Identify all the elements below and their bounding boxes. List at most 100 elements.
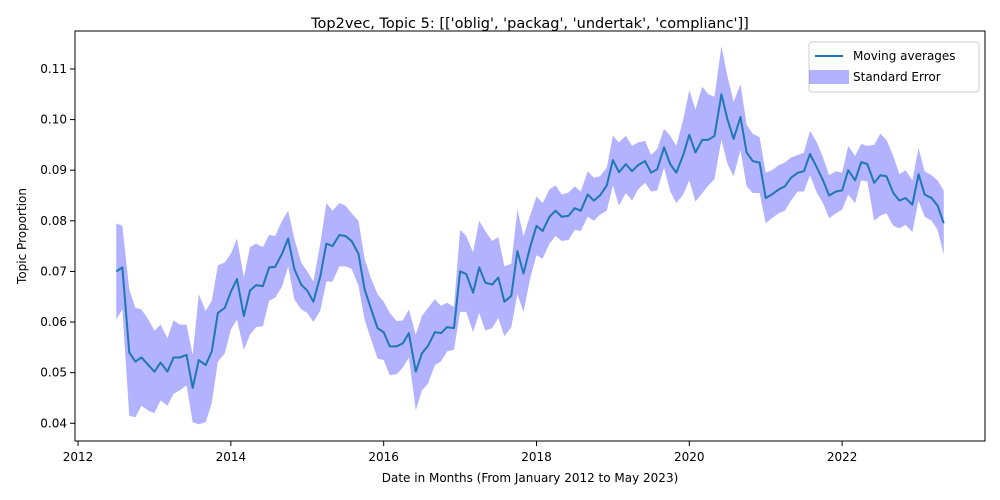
data-point bbox=[606, 184, 608, 186]
data-point bbox=[281, 253, 283, 255]
data-point bbox=[784, 185, 786, 187]
data-point bbox=[650, 172, 652, 174]
data-point bbox=[364, 288, 366, 290]
data-point bbox=[943, 222, 945, 224]
data-point bbox=[765, 197, 767, 199]
data-point bbox=[121, 266, 123, 268]
data-point bbox=[357, 253, 359, 255]
y-tick-label: 0.05 bbox=[40, 366, 67, 380]
y-axis-label: Topic Proportion bbox=[15, 188, 29, 285]
legend-label-standard-error: Standard Error bbox=[853, 70, 941, 84]
data-point bbox=[599, 195, 601, 197]
data-point bbox=[268, 266, 270, 268]
data-point bbox=[561, 216, 563, 218]
data-point bbox=[931, 197, 933, 199]
data-point bbox=[331, 245, 333, 247]
data-point bbox=[720, 93, 722, 95]
data-point bbox=[147, 364, 149, 366]
data-point bbox=[128, 351, 130, 353]
data-point bbox=[885, 175, 887, 177]
data-point bbox=[408, 332, 410, 334]
data-point bbox=[924, 193, 926, 195]
data-point bbox=[688, 134, 690, 136]
data-point bbox=[771, 193, 773, 195]
data-point bbox=[319, 275, 321, 277]
data-point bbox=[854, 179, 856, 181]
data-point bbox=[523, 272, 525, 274]
data-point bbox=[905, 197, 907, 199]
moving-averages-line bbox=[115, 93, 945, 389]
data-point bbox=[937, 205, 939, 207]
data-point bbox=[892, 192, 894, 194]
data-point bbox=[803, 170, 805, 172]
y-tick-label: 0.11 bbox=[40, 62, 67, 76]
data-point bbox=[402, 342, 404, 344]
data-point bbox=[484, 282, 486, 284]
x-axis-label: Date in Months (From January 2012 to May… bbox=[382, 471, 679, 485]
data-point bbox=[478, 266, 480, 268]
y-tick-label: 0.07 bbox=[40, 264, 67, 278]
data-point bbox=[274, 266, 276, 268]
data-point bbox=[377, 327, 379, 329]
data-point bbox=[752, 160, 754, 162]
plot-area bbox=[115, 46, 945, 425]
data-point bbox=[835, 190, 837, 192]
data-point bbox=[618, 171, 620, 173]
legend: Moving averages Standard Error bbox=[808, 41, 980, 93]
data-point bbox=[344, 235, 346, 237]
data-point bbox=[211, 350, 213, 352]
data-point bbox=[542, 230, 544, 232]
legend-label-moving-averages: Moving averages bbox=[853, 49, 956, 63]
data-point bbox=[262, 285, 264, 287]
data-point bbox=[529, 245, 531, 247]
x-tick-label: 2018 bbox=[521, 450, 552, 464]
data-point bbox=[160, 362, 162, 364]
data-point bbox=[873, 182, 875, 184]
x-tick-label: 2014 bbox=[216, 450, 247, 464]
data-point bbox=[503, 301, 505, 303]
data-point bbox=[568, 215, 570, 217]
data-point bbox=[396, 345, 398, 347]
x-tick-label: 2012 bbox=[63, 450, 94, 464]
data-point bbox=[548, 216, 550, 218]
data-point bbox=[516, 250, 518, 252]
legend-band-swatch bbox=[809, 70, 849, 84]
data-point bbox=[510, 295, 512, 297]
data-point bbox=[866, 163, 868, 165]
data-point bbox=[555, 210, 557, 212]
x-axis: 2012 2014 2016 2018 2020 2022 bbox=[63, 441, 857, 464]
data-point bbox=[809, 153, 811, 155]
data-point bbox=[153, 371, 155, 373]
data-point bbox=[656, 168, 658, 170]
data-point bbox=[759, 162, 761, 164]
plot-frame bbox=[74, 30, 986, 442]
legend-frame bbox=[808, 41, 980, 93]
x-tick-label: 2016 bbox=[368, 450, 399, 464]
data-point bbox=[790, 177, 792, 179]
data-point bbox=[822, 179, 824, 181]
data-point bbox=[173, 356, 175, 358]
data-point bbox=[351, 240, 353, 242]
data-point bbox=[663, 146, 665, 148]
data-point bbox=[497, 277, 499, 279]
data-point bbox=[453, 327, 455, 329]
data-point bbox=[727, 119, 729, 121]
data-point bbox=[446, 326, 448, 328]
data-point bbox=[198, 359, 200, 361]
data-point bbox=[140, 356, 142, 358]
data-point bbox=[243, 315, 245, 317]
chart-title: Top2vec, Topic 5: [['oblig', 'packag', '… bbox=[310, 16, 749, 32]
data-point bbox=[898, 200, 900, 202]
data-point bbox=[434, 331, 436, 333]
data-point bbox=[682, 154, 684, 156]
standard-error-band bbox=[116, 46, 944, 425]
x-tick-label: 2020 bbox=[674, 450, 705, 464]
data-point bbox=[879, 174, 881, 176]
data-point bbox=[625, 163, 627, 165]
data-point bbox=[694, 151, 696, 153]
data-point bbox=[115, 270, 117, 272]
data-point bbox=[166, 371, 168, 373]
data-point bbox=[644, 160, 646, 162]
data-point bbox=[733, 138, 735, 140]
data-point bbox=[465, 273, 467, 275]
